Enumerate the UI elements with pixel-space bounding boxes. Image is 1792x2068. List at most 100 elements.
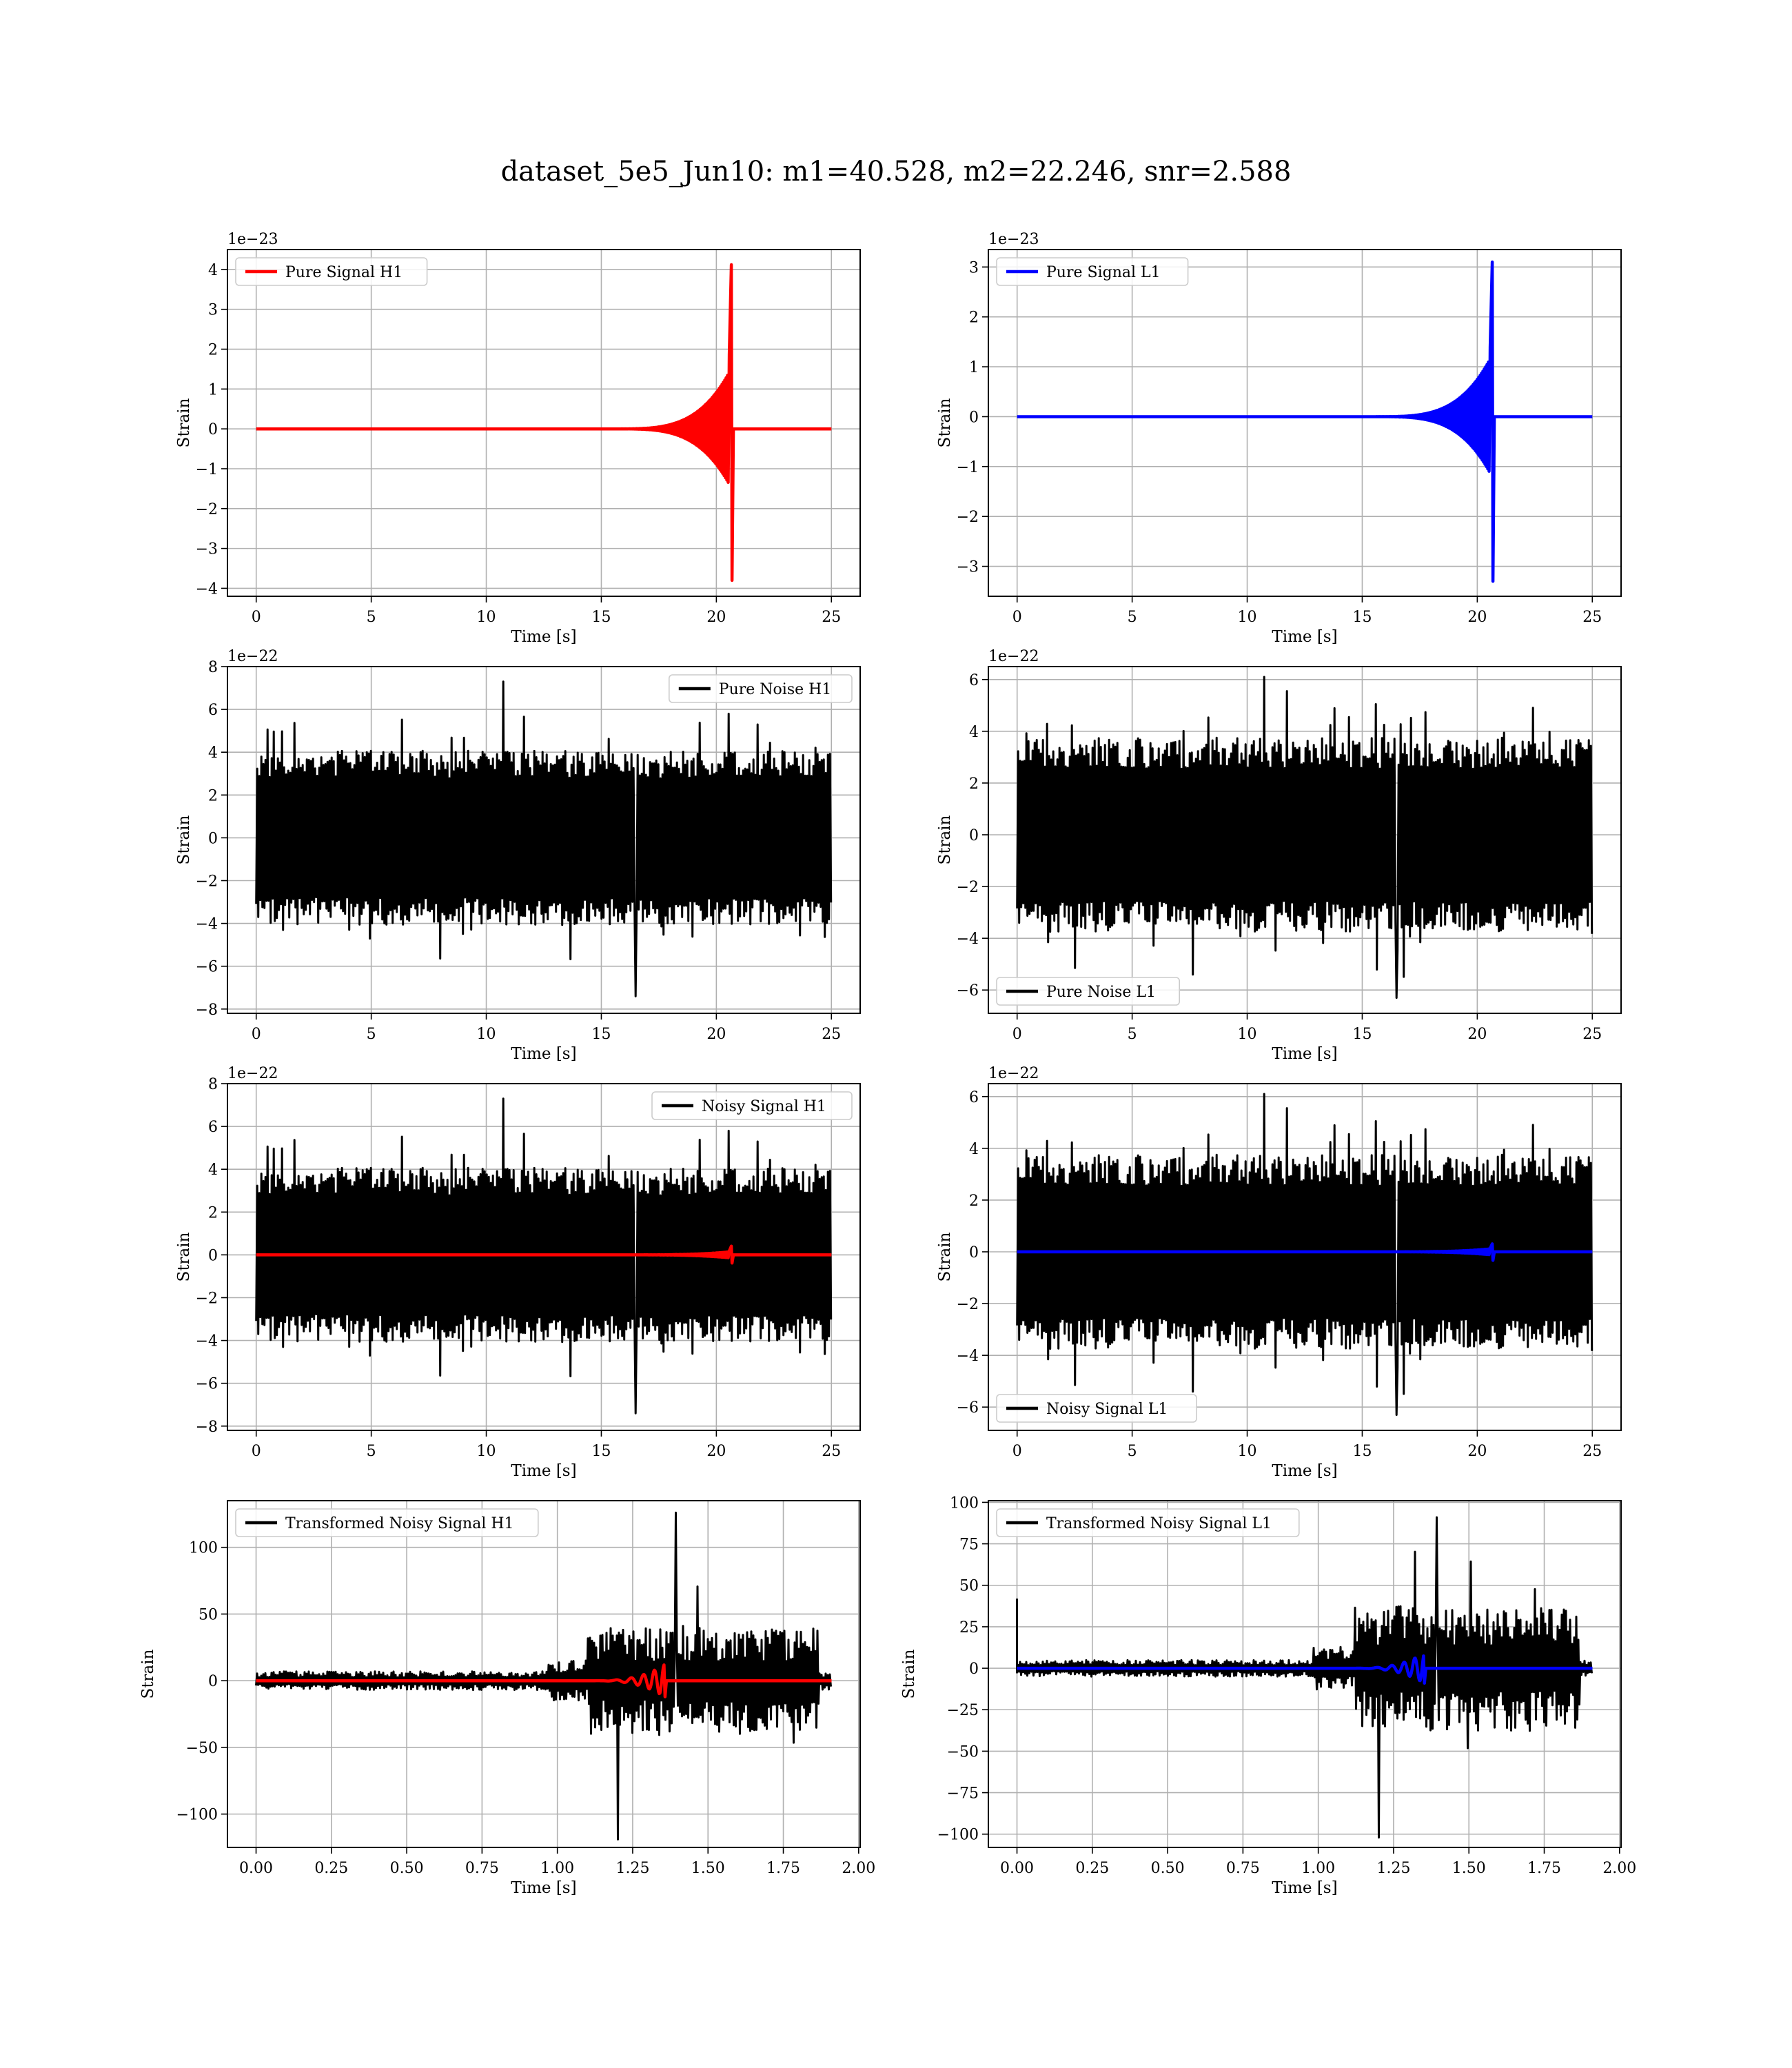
- y-tick-label: 0: [969, 827, 979, 844]
- x-tick-label: 1.75: [1527, 1860, 1561, 1877]
- y-tick-label: 0: [208, 421, 218, 438]
- series-transformed-noisy-signal-l1-1: [1017, 1654, 1593, 1685]
- x-tick-label: 5: [1128, 609, 1137, 626]
- x-tick-label: 0.75: [1226, 1860, 1260, 1877]
- x-tick-label: 25: [1582, 1026, 1602, 1043]
- x-tick-label: 0: [1012, 1443, 1022, 1460]
- x-tick-label: 15: [591, 609, 611, 626]
- y-tick-label: −8: [196, 1419, 218, 1436]
- subplot-pure-noise-l1: 0 5 10 15 20 25 −6 −4 −2 0 2 4 6 Time [s] Strain 1e−22 P…: [936, 648, 1622, 1063]
- legend-frame: [996, 977, 1181, 1006]
- legend-frame: [996, 257, 1189, 286]
- y-tick-label: 50: [198, 1606, 218, 1623]
- y-tick-label: 4: [969, 724, 979, 741]
- series-noisy-signal-l1-1: [1017, 1242, 1593, 1262]
- y-tick-label: 0: [208, 1247, 218, 1264]
- y-tick-label: 8: [208, 1076, 218, 1093]
- subplot-noisy-signal-l1: 0 5 10 15 20 25 −6 −4 −2 0 2 4 6 Time [s] Strain 1e−22 N…: [936, 1065, 1622, 1480]
- plot-area: [1016, 676, 1594, 999]
- y-tick-label: −1: [957, 459, 979, 476]
- y-tick-label: −2: [957, 1296, 979, 1313]
- subplot-pure-noise-h1: 0 5 10 15 20 25 −8 −6 −4 −2 0 2 4 6 8 Time [s] Strain 1e−…: [175, 648, 861, 1063]
- x-tick-label: 10: [1238, 1026, 1257, 1043]
- y-tick-label: 4: [969, 1141, 979, 1158]
- axes-frame: [988, 1500, 1622, 1848]
- x-tick-label: 0.25: [1075, 1860, 1109, 1877]
- y-tick-label: 25: [959, 1619, 979, 1636]
- x-tick-label: 2.00: [842, 1860, 875, 1877]
- legend-frame: [996, 1394, 1197, 1423]
- plot-area: [1016, 1516, 1593, 1839]
- y-tick-label: −3: [196, 541, 218, 558]
- x-tick-label: 25: [822, 1026, 841, 1043]
- y-tick-label: −6: [957, 1399, 979, 1417]
- x-axis-label: Time [s]: [1272, 628, 1337, 646]
- offset-text: 1e−22: [988, 648, 1039, 665]
- x-tick-label: 25: [822, 609, 841, 626]
- x-tick-label: 0: [252, 1026, 261, 1043]
- y-tick-label: −4: [196, 580, 218, 598]
- y-tick-label: 6: [969, 672, 979, 689]
- x-tick-label: 0: [1012, 1026, 1022, 1043]
- offset-text: 1e−22: [227, 648, 278, 665]
- legend: Pure Signal H1: [235, 257, 428, 286]
- legend-frame: [235, 257, 428, 286]
- y-tick-label: 75: [959, 1537, 979, 1554]
- x-tick-label: 10: [1238, 609, 1257, 626]
- y-tick-label: 3: [208, 302, 218, 319]
- y-tick-label: −4: [196, 1333, 218, 1350]
- subplot-noisy-signal-h1: 0 5 10 15 20 25 −8 −6 −4 −2 0 2 4 6 8 Time [s] Strain 1e−…: [175, 1065, 861, 1480]
- series-noisy-signal-h1-1: [256, 1244, 832, 1265]
- y-tick-label: −6: [196, 959, 218, 976]
- x-axis-label: Time [s]: [1272, 1879, 1337, 1897]
- figure-title: dataset_5e5_Jun10: m1=40.528, m2=22.246,…: [500, 156, 1292, 187]
- x-tick-label: 25: [1582, 1443, 1602, 1460]
- x-tick-label: 1.50: [691, 1860, 725, 1877]
- y-axis-label: Strain: [139, 1649, 157, 1699]
- x-tick-label: 15: [1352, 609, 1372, 626]
- x-tick-label: 5: [1128, 1026, 1137, 1043]
- x-tick-label: 10: [477, 609, 496, 626]
- x-tick-label: 20: [1467, 1026, 1487, 1043]
- x-tick-label: 0.00: [1000, 1860, 1034, 1877]
- y-tick-label: 100: [189, 1540, 218, 1557]
- x-tick-label: 10: [1238, 1443, 1257, 1460]
- axes-frame: [227, 1083, 861, 1431]
- y-tick-label: 0: [208, 830, 218, 847]
- plot-area: [1017, 260, 1593, 583]
- axes-frame: [227, 666, 861, 1014]
- y-tick-label: 6: [208, 1119, 218, 1136]
- offset-text: 1e−22: [227, 1065, 278, 1082]
- x-tick-label: 0.00: [239, 1860, 273, 1877]
- y-tick-label: 2: [208, 342, 218, 359]
- plot-area: [255, 1511, 832, 1841]
- legend-label: Pure Signal L1: [1046, 264, 1161, 281]
- x-tick-label: 15: [591, 1443, 611, 1460]
- y-tick-label: −100: [176, 1807, 218, 1824]
- legend: Pure Noise H1: [668, 674, 853, 703]
- legend-label: Pure Noise L1: [1046, 984, 1156, 1001]
- x-tick-label: 0.50: [1151, 1860, 1185, 1877]
- axes-frame: [988, 1083, 1622, 1431]
- x-tick-label: 1.25: [1376, 1860, 1410, 1877]
- legend-frame: [668, 674, 853, 703]
- x-tick-label: 1.00: [540, 1860, 574, 1877]
- x-tick-label: 0.75: [465, 1860, 499, 1877]
- x-tick-label: 5: [367, 1026, 376, 1043]
- offset-text: 1e−23: [988, 231, 1039, 248]
- y-tick-label: 2: [969, 776, 979, 793]
- y-tick-label: −4: [196, 916, 218, 933]
- legend-label: Pure Signal H1: [285, 264, 403, 281]
- y-tick-label: 8: [208, 659, 218, 676]
- plot-area: [255, 1097, 833, 1415]
- y-tick-label: 1: [208, 381, 218, 398]
- y-axis-label: Strain: [936, 398, 954, 447]
- x-tick-label: 25: [1582, 609, 1602, 626]
- y-tick-label: −6: [957, 982, 979, 1000]
- x-tick-label: 15: [1352, 1443, 1372, 1460]
- axes-frame: [988, 666, 1622, 1014]
- x-tick-label: 5: [1128, 1443, 1137, 1460]
- y-tick-label: 1: [969, 359, 979, 376]
- y-tick-label: −75: [947, 1785, 979, 1803]
